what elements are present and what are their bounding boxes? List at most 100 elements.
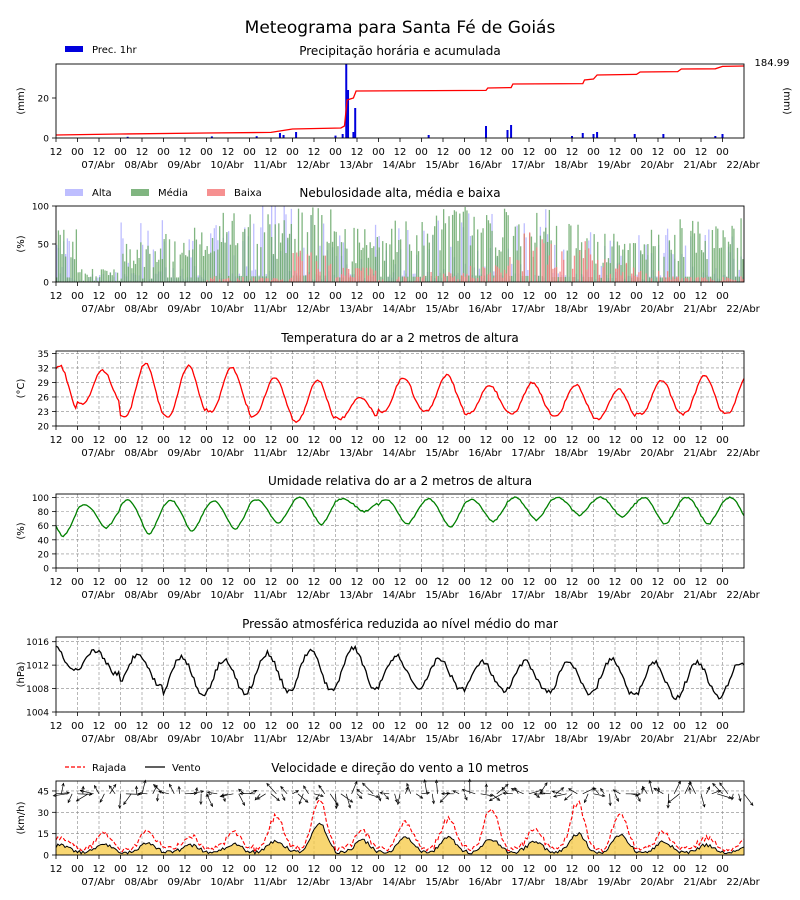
x-tick-label: 00 [114,435,127,446]
x-tick-label: 12 [609,721,622,732]
x-tick-label: 12 [609,864,622,875]
x-tick-label: 00 [372,577,385,588]
panel-title: Umidade relativa do ar a 2 metros de alt… [268,474,532,488]
wind-arrow-head [583,799,587,804]
y-tick-label: 80 [38,508,50,518]
cloud-bar-media [97,280,99,282]
wind-arrow-head [439,799,444,803]
cloud-bar-media [283,220,285,282]
wind-arrow-head [375,794,380,799]
cloud-bar-media [629,243,631,282]
cloud-bar-baixa [272,278,275,282]
cloud-bar-media [72,241,74,282]
y-tick-label: 0 [43,135,49,145]
wind-arrow-head [143,779,147,784]
day-label: 16/Abr [468,448,502,459]
cloud-bar-media [643,244,645,282]
cloud-bar-media [724,237,726,282]
cloud-bar-media [340,242,343,282]
x-tick-label: 00 [286,577,299,588]
cloud-bar-media [695,252,697,282]
cloud-bar-baixa [260,277,262,282]
precip-bar [255,136,258,138]
cloud-bar-media [702,252,705,282]
day-label: 21/Abr [683,160,717,171]
wind-arrow-head [153,784,157,788]
x-tick-label: 12 [50,147,63,158]
cloud-bar-media [254,276,257,282]
wind-arrow-head [75,798,80,802]
cloud-bar-media [650,229,653,282]
cloud-bar-media [699,233,701,282]
x-tick-label: 12 [695,291,708,302]
cloud-bar-baixa [632,267,635,282]
cloud-bar-baixa [563,259,565,282]
y-axis-label: (mm) [16,87,27,114]
x-tick-label: 00 [114,721,127,732]
day-label: 13/Abr [339,448,373,459]
y-tick-label: 0 [43,852,49,862]
wind-arrow-head [702,803,706,808]
wind-arrow [238,788,245,795]
cloud-bar-media [416,235,418,282]
cloud-bar-media [362,247,364,282]
x-tick-label: 12 [437,864,450,875]
precip-bar [352,132,355,138]
cloud-bar-media [197,277,199,282]
day-label: 08/Abr [124,590,158,601]
cloud-bar-alta [228,231,230,282]
cloud-bar-media [210,252,212,282]
cloud-bar-baixa [697,277,699,282]
day-label: 22/Abr [726,160,760,171]
cloud-bar-media [82,280,85,282]
cloud-bar-baixa [405,277,407,282]
cloud-bar-media [109,272,112,282]
x-tick-label: 00 [501,577,514,588]
wind-arrow-head [489,793,494,798]
cloud-bar-baixa [529,232,531,282]
x-tick-label: 00 [329,435,342,446]
wind-arrow-head [94,784,98,789]
x-tick-label: 00 [157,864,170,875]
x-tick-label: 12 [351,435,364,446]
x-tick-label: 00 [329,721,342,732]
wind-arrow-head [239,791,244,796]
cloud-bar-media [81,269,83,282]
wind-arrow-head [434,779,439,784]
x-tick-label: 12 [222,435,235,446]
cloud-bar-baixa [588,248,590,282]
day-label: 18/Abr [554,734,588,745]
cloud-bar-media [537,275,540,282]
cloud-bar-media [570,225,572,282]
y-tick-label: 20 [38,423,50,433]
wind-arrow [394,793,398,803]
cloud-bar-baixa [294,270,296,282]
cloud-bar-media [247,227,250,282]
cloud-bar-media [656,277,658,282]
day-label: 19/Abr [597,448,631,459]
day-label: 19/Abr [597,877,631,888]
x-tick-label: 00 [114,577,127,588]
cloud-bar-baixa [494,265,497,282]
cloud-bar-baixa [229,280,232,282]
cloud-bar-baixa [276,278,278,282]
x-tick-label: 00 [501,291,514,302]
precip-bar [510,125,513,138]
cloud-bar-media [693,233,696,282]
day-label: 12/Abr [296,448,330,459]
x-tick-label: 00 [157,721,170,732]
wind-arrow-head [502,791,506,795]
cloud-bar-alta [511,263,513,282]
day-label: 13/Abr [339,734,373,745]
day-label: 08/Abr [124,160,158,171]
cloud-bar-baixa [518,260,520,282]
cloud-bar-media [503,208,506,282]
wind-arrow-head [539,791,544,795]
x-tick-label: 12 [351,147,364,158]
wind-arrow [501,787,508,795]
x-tick-label: 12 [50,577,63,588]
wind-arrow-head [88,792,93,796]
cloud-bar-media [215,275,217,282]
cloud-bar-baixa [552,268,554,282]
x-tick-label: 00 [587,435,600,446]
